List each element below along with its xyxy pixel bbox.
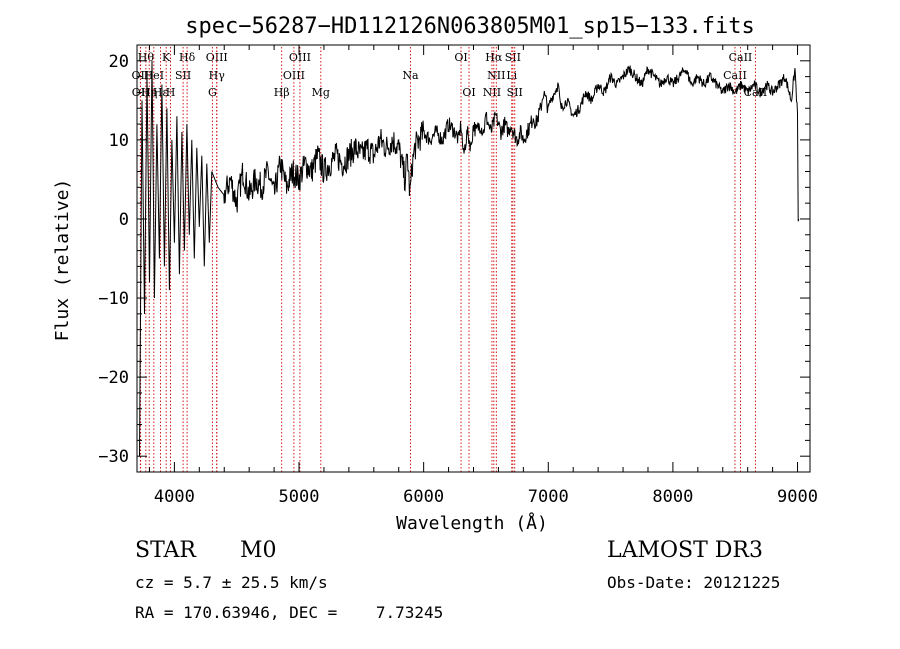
marker-label: NII xyxy=(483,86,501,99)
object-subclass: M0 xyxy=(240,538,277,563)
marker-label: Hβ xyxy=(274,86,290,99)
marker-label: Li xyxy=(506,69,517,82)
x-tick-label: 9000 xyxy=(777,487,818,507)
chart-title: spec−56287−HD112126N063805M01_sp15−133.f… xyxy=(185,14,755,39)
marker-label: SII xyxy=(175,69,191,82)
marker-label: H xyxy=(166,86,176,99)
marker-label: OIII xyxy=(283,69,305,82)
marker-label: OIII xyxy=(289,51,311,64)
marker-label: SII xyxy=(507,86,523,99)
x-tick-label: 6000 xyxy=(403,487,444,507)
plot-frame xyxy=(136,44,811,473)
marker-label: NII xyxy=(487,69,505,82)
x-tick-label: 7000 xyxy=(528,487,569,507)
x-axis-label: Wavelength (Å) xyxy=(396,512,548,534)
marker-label: Hδ xyxy=(179,51,196,64)
marker-label: Hγ xyxy=(209,69,226,82)
survey-name: LAMOST DR3 xyxy=(607,538,763,563)
marker-label: Mg xyxy=(312,86,330,99)
x-tick-label: 5000 xyxy=(279,487,320,507)
y-tick-label: 20 xyxy=(109,52,129,72)
marker-label: Hα xyxy=(485,51,503,64)
marker-label: Hε xyxy=(153,86,169,99)
marker-label: OI xyxy=(462,86,475,99)
coordinates: RA = 170.63946, DEC = 7.73245 xyxy=(135,603,444,622)
obs-date: Obs-Date: 20121225 xyxy=(607,573,781,592)
spectrum-line xyxy=(139,60,800,457)
marker-label: CaII xyxy=(729,51,753,64)
axes: 4000 5000 6000 7000 8000 9000 −30 −20 −10 0 10 20 xyxy=(98,44,818,507)
y-tick-label: −30 xyxy=(98,447,129,467)
marker-label: Hη xyxy=(141,86,157,99)
y-tick-label: 10 xyxy=(109,131,129,151)
marker-label: K xyxy=(162,51,171,64)
x-tick-label: 4000 xyxy=(154,487,195,507)
object-class: STAR xyxy=(135,538,196,563)
y-tick-label: −10 xyxy=(98,289,129,309)
spectrum-series xyxy=(139,60,800,457)
redshift-value: cz = 5.7 ± 25.5 km/s xyxy=(135,573,328,592)
y-tick-label: −20 xyxy=(98,368,129,388)
marker-label: SII xyxy=(505,51,521,64)
marker-label: Na xyxy=(402,69,419,82)
y-tick-label: 0 xyxy=(119,210,129,230)
x-tick-label: 8000 xyxy=(652,487,693,507)
marker-label: CaII xyxy=(723,69,747,82)
y-axis-label: Flux (relative) xyxy=(52,179,73,342)
marker-label: G xyxy=(208,86,217,99)
marker-label: HeI xyxy=(144,69,164,82)
marker-label: OI xyxy=(454,51,467,64)
